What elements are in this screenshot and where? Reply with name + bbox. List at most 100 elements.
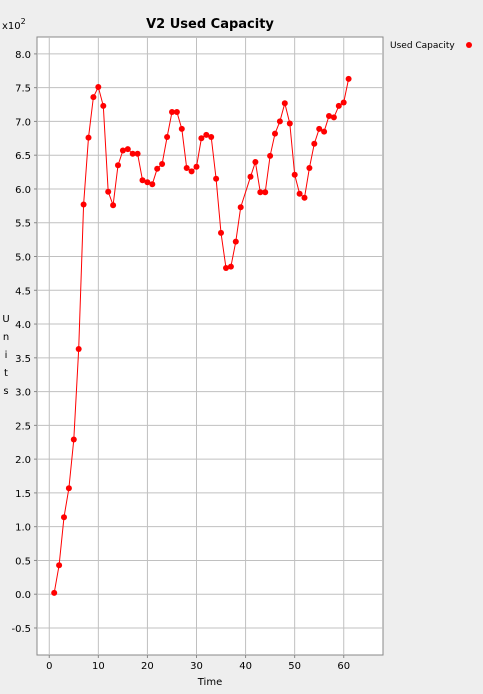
data-point bbox=[345, 75, 352, 82]
data-point bbox=[291, 171, 298, 178]
data-point bbox=[223, 265, 229, 271]
data-point bbox=[51, 589, 58, 596]
x-tick-label: 40 bbox=[239, 661, 252, 672]
data-point bbox=[149, 181, 156, 188]
data-point bbox=[326, 113, 332, 119]
data-point bbox=[119, 147, 126, 154]
data-point bbox=[129, 150, 136, 157]
data-point bbox=[198, 135, 205, 142]
data-point bbox=[173, 109, 180, 115]
data-point bbox=[237, 204, 244, 211]
data-point bbox=[193, 163, 200, 170]
y-tick-label: 8.0 bbox=[15, 50, 31, 61]
x-tick-label: 0 bbox=[46, 661, 52, 672]
data-point bbox=[164, 134, 171, 140]
legend-label: Used Capacity bbox=[390, 41, 455, 51]
data-point bbox=[321, 128, 328, 135]
y-tick-label: 1.0 bbox=[15, 523, 31, 534]
data-point bbox=[227, 263, 234, 270]
data-point bbox=[95, 84, 102, 90]
x-tick-label: 20 bbox=[141, 661, 154, 672]
data-point bbox=[330, 114, 337, 121]
x-axis-label: Time bbox=[197, 677, 222, 688]
data-point bbox=[154, 165, 161, 172]
y-tick-label: 0.0 bbox=[15, 590, 31, 601]
data-point bbox=[316, 125, 323, 132]
data-point bbox=[144, 179, 151, 186]
data-point bbox=[110, 202, 117, 209]
y-tick-label: 4.0 bbox=[15, 320, 31, 331]
y-tick-label: 6.5 bbox=[15, 151, 31, 162]
data-point bbox=[61, 514, 67, 521]
y-tick-label: 0.5 bbox=[15, 556, 31, 567]
data-point bbox=[311, 140, 318, 147]
data-point bbox=[208, 134, 215, 140]
data-point bbox=[75, 346, 82, 352]
data-point bbox=[276, 118, 283, 125]
x-tick-label: 10 bbox=[92, 661, 105, 672]
y-tick-label: 6.0 bbox=[15, 185, 31, 196]
y-tick-label: -0.5 bbox=[11, 624, 31, 635]
y-tick-label: 1.5 bbox=[15, 489, 31, 500]
data-point bbox=[85, 134, 92, 141]
plot-area bbox=[36, 36, 384, 656]
x-tick-label: 60 bbox=[337, 661, 350, 672]
data-point bbox=[262, 189, 269, 196]
data-point bbox=[281, 100, 288, 107]
data-point bbox=[340, 99, 347, 106]
y-tick-label: 7.0 bbox=[15, 117, 31, 128]
ticks: 0 10 20 30 40 50 60 -0.5 0.0 0.5 1.0 1.5 2.0 2.5 3.0 3.… bbox=[11, 50, 350, 672]
data-point bbox=[257, 189, 264, 196]
data-point bbox=[100, 102, 107, 109]
data-point bbox=[203, 131, 210, 138]
data-point bbox=[252, 159, 259, 165]
y-axis-label-letter: t bbox=[4, 368, 8, 379]
y-tick-label: 3.5 bbox=[15, 354, 31, 365]
data-point bbox=[178, 125, 185, 132]
y-axis-label-letter: n bbox=[3, 332, 9, 343]
data-point bbox=[139, 177, 146, 184]
data-point bbox=[335, 102, 342, 109]
data-point bbox=[115, 162, 121, 169]
y-tick-label: 5.0 bbox=[15, 253, 31, 264]
data-point bbox=[286, 120, 293, 127]
data-point bbox=[56, 562, 63, 569]
y-tick-label: 4.5 bbox=[15, 286, 31, 297]
data-point bbox=[306, 165, 313, 171]
y-axis-label-letter: s bbox=[3, 386, 8, 397]
data-point bbox=[296, 190, 303, 197]
y-tick-label: 3.0 bbox=[15, 388, 31, 399]
x-tick-label: 30 bbox=[190, 661, 203, 672]
y-multiplier: x102 bbox=[2, 17, 26, 32]
data-point bbox=[218, 229, 224, 236]
legend: Used Capacity bbox=[390, 41, 472, 51]
data-point bbox=[267, 152, 274, 159]
data-point bbox=[70, 436, 77, 443]
y-tick-label: 5.5 bbox=[15, 219, 31, 230]
y-tick-label: 2.5 bbox=[15, 421, 31, 432]
y-axis-label-letter: i bbox=[5, 350, 8, 361]
data-point bbox=[80, 201, 87, 208]
data-point bbox=[169, 109, 175, 115]
data-point bbox=[105, 188, 112, 195]
y-tick-label: 7.5 bbox=[15, 84, 31, 95]
data-point bbox=[188, 168, 195, 175]
data-point bbox=[65, 485, 72, 492]
data-point bbox=[247, 173, 254, 180]
x-tick-label: 50 bbox=[288, 661, 301, 672]
y-axis-label-letter: U bbox=[2, 314, 9, 325]
legend-marker bbox=[466, 42, 472, 48]
chart-title: V2 Used Capacity bbox=[146, 17, 274, 32]
data-point bbox=[301, 194, 308, 201]
data-point bbox=[272, 130, 278, 137]
data-point bbox=[232, 238, 239, 245]
y-tick-label: 2.0 bbox=[15, 455, 31, 466]
data-point bbox=[90, 94, 97, 101]
data-point bbox=[183, 165, 190, 171]
grid bbox=[37, 37, 383, 655]
series-layer bbox=[51, 75, 352, 596]
data-point bbox=[124, 146, 131, 153]
